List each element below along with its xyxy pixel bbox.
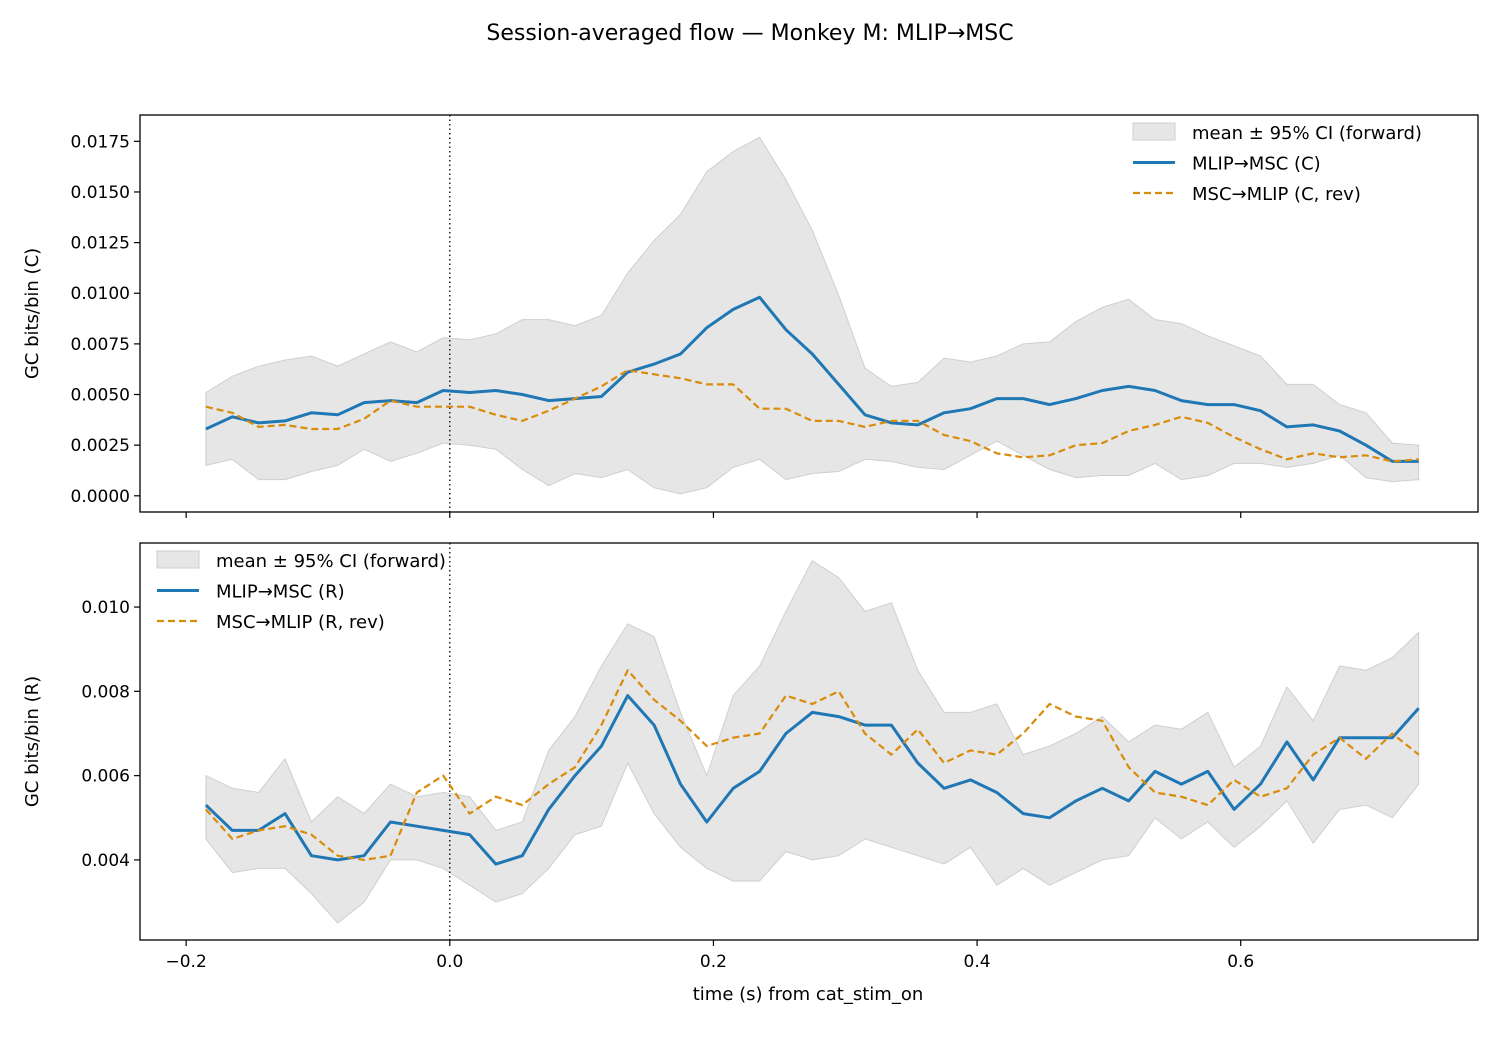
top-panel: 0.0000 0.0025 0.0050 0.0075 0.0100 0.0125 0.01… [22, 114, 1479, 518]
axes-frame [139, 542, 1479, 941]
axes-frame [139, 114, 1479, 513]
legend-label: MLIP→MSC (R) [216, 582, 345, 603]
x-tick-label: 0.6 [1227, 952, 1254, 972]
y-axis-label: GC bits/bin (C) [22, 248, 43, 379]
reverse-series-line [205, 369, 1419, 463]
forward-series-line [205, 295, 1419, 463]
forward-series-line [204, 694, 1420, 866]
y-tick-label: 0.010 [81, 598, 130, 618]
x-axis-label: time (s) from cat_stim_on [693, 984, 924, 1005]
y-tick-label: 0.0175 [71, 132, 130, 152]
y-tick-label: 0.0000 [71, 487, 130, 507]
figure-title: Session-averaged flow — Monkey M: MLIP→M… [486, 21, 1013, 46]
bottom-panel: 0.004 0.006 0.008 0.010 −0.2 0.0 0.2 0.4 0.6 GC b… [22, 542, 1479, 972]
x-tick-label: 0.2 [700, 952, 727, 972]
y-axis-label: GC bits/bin (R) [22, 676, 43, 807]
legend-label: MLIP→MSC (C) [1192, 154, 1321, 175]
y-tick-label: 0.0125 [71, 234, 130, 254]
y-tick-label: 0.0025 [71, 436, 130, 456]
legend-ci-swatch [156, 550, 200, 569]
x-tick-label: 0.4 [964, 952, 991, 972]
reverse-series-line [205, 669, 1420, 862]
y-tick-label: 0.0050 [71, 386, 130, 406]
legend-label: MSC→MLIP (R, rev) [216, 612, 385, 633]
legend-label: mean ± 95% CI (forward) [1192, 123, 1422, 144]
y-tick-label: 0.0100 [71, 284, 130, 304]
y-tick-label: 0.008 [81, 682, 130, 702]
legend-ci-swatch [1132, 122, 1176, 141]
y-tick-label: 0.0075 [71, 335, 130, 355]
ci-band [205, 136, 1420, 495]
legend-label: mean ± 95% CI (forward) [216, 551, 446, 572]
y-tick-label: 0.004 [81, 851, 130, 871]
y-tick-label: 0.0150 [71, 183, 130, 203]
y-tick-label: 0.006 [81, 767, 130, 787]
x-tick-label: 0.0 [436, 952, 463, 972]
ci-band [205, 559, 1420, 924]
x-tick-label: −0.2 [165, 952, 206, 972]
legend-label: MSC→MLIP (C, rev) [1192, 184, 1361, 205]
